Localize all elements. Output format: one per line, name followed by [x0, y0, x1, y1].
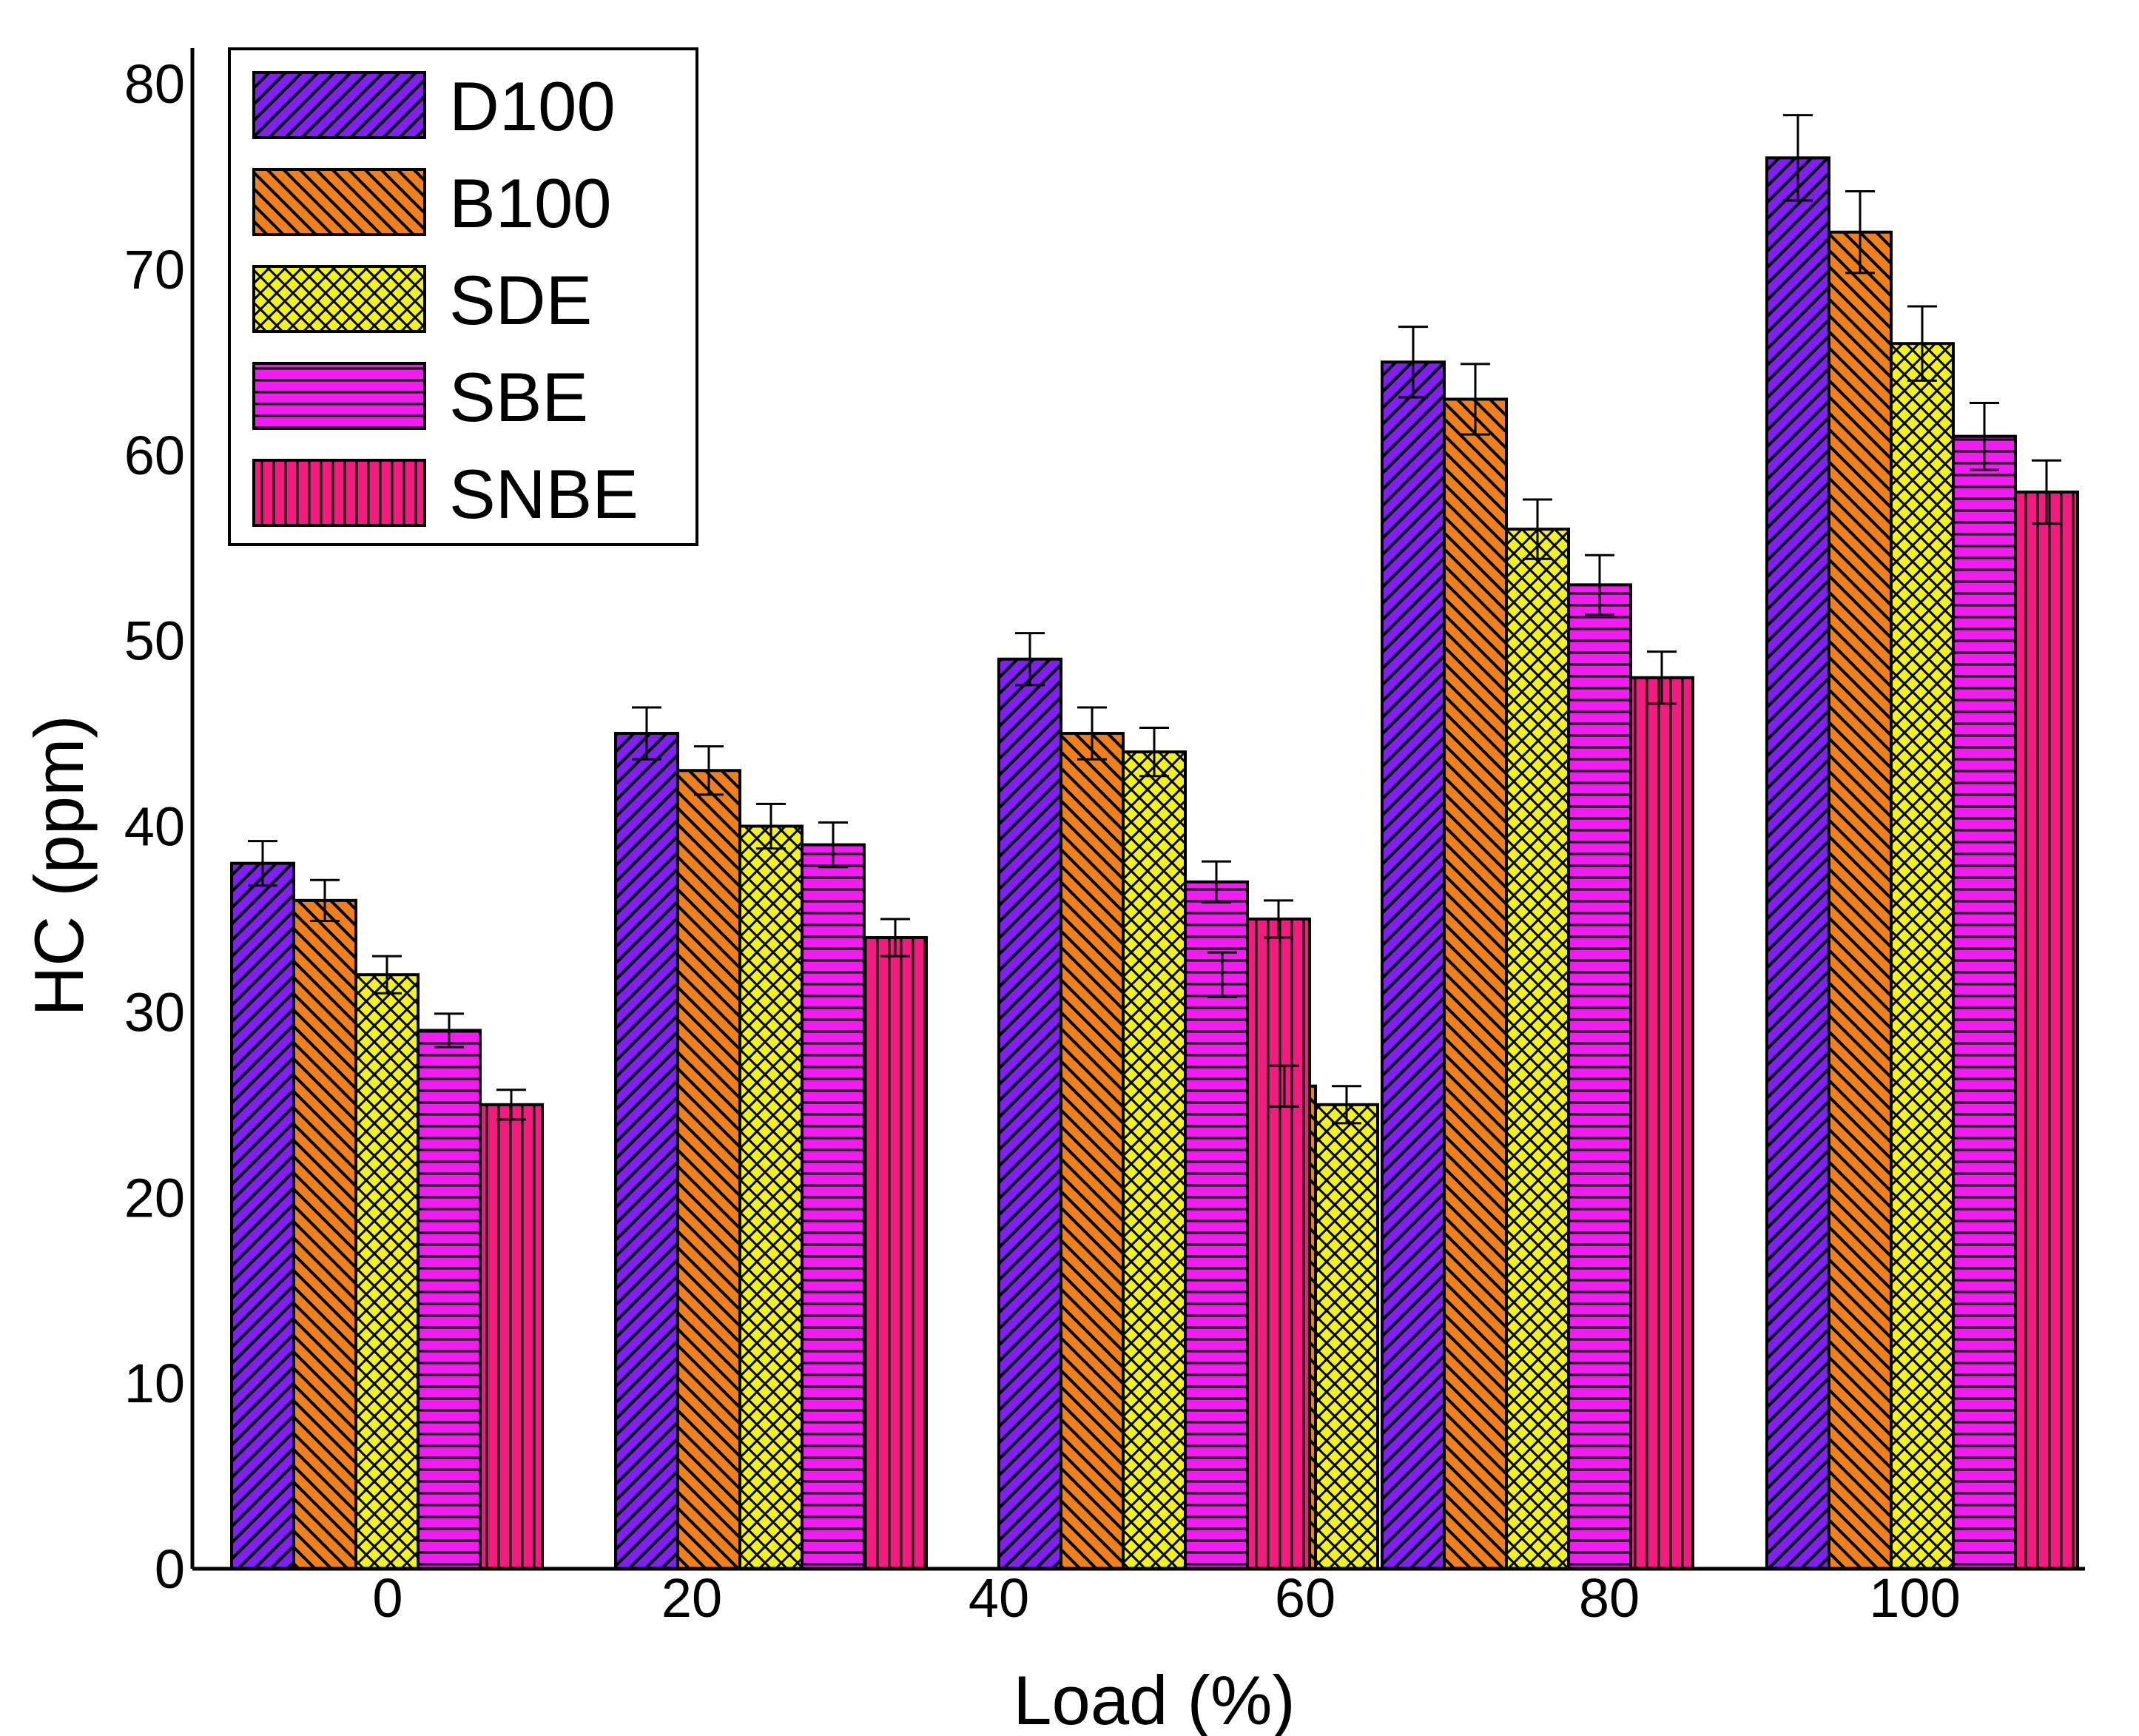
error-bar-snbe-load-80: [1647, 650, 1677, 705]
bar-snbe-load-100: [2014, 490, 2079, 1570]
bar-snbe-load-40: [1246, 917, 1311, 1570]
y-axis-title: HC (ppm): [20, 715, 98, 1016]
bar-snbe-load-0: [479, 1103, 544, 1570]
error-bar-d100-load-100: [1783, 114, 1813, 202]
error-bar-sde-load-20: [756, 802, 786, 850]
x-tick-label-20: 20: [661, 1567, 722, 1629]
error-bar-sbe-load-100: [1970, 402, 1999, 471]
y-tick-label-70: 70: [124, 239, 185, 300]
x-tick-label-80: 80: [1579, 1567, 1640, 1629]
x-tick-labels: 0 20 40 60 80 100: [372, 1567, 1960, 1629]
legend-item-d100: D100: [252, 67, 616, 145]
bar-sde-load-80: [1505, 528, 1570, 1570]
legend-label-sde: SDE: [449, 261, 592, 339]
error-bar-sde-load-40: [1139, 727, 1169, 778]
bar-b100-load-40: [1060, 732, 1125, 1570]
error-bar-snbe-load-20: [880, 918, 910, 958]
error-bar-snbe-load-40: [1264, 899, 1293, 939]
error-bar-b100-load-100: [1845, 190, 1875, 275]
error-bar-d100-load-80: [1398, 326, 1428, 399]
error-bar-b100-load-40: [1077, 706, 1107, 761]
error-bar-sde-load-80: [1523, 498, 1552, 560]
x-tick-label-60: 60: [1275, 1567, 1335, 1629]
bars-layer: [230, 156, 2079, 1571]
legend-label-d100: D100: [449, 67, 616, 145]
bar-sbe-load-20: [801, 843, 866, 1570]
bar-b100-load-0: [292, 898, 357, 1570]
bar-sbe-load-0: [417, 1029, 482, 1570]
error-bar-d100-load-60: [1207, 951, 1237, 998]
y-tick-label-0: 0: [155, 1538, 185, 1600]
bar-sbe-load-100: [1952, 434, 2017, 1570]
y-tick-label-20: 20: [124, 1167, 185, 1228]
error-bar-sde-load-60: [1332, 1085, 1361, 1125]
error-bar-sbe-load-0: [434, 1012, 464, 1049]
bar-b100-load-80: [1443, 397, 1508, 1570]
bar-d100-load-100: [1765, 156, 1830, 1571]
legend: D100 B100 SDE SBE SNBE: [228, 47, 698, 546]
bar-d100-load-0: [230, 861, 295, 1571]
x-tick-label-0: 0: [372, 1567, 402, 1629]
error-bar-d100-load-40: [1015, 632, 1045, 687]
bar-b100-load-20: [676, 769, 741, 1570]
error-bar-b100-load-20: [694, 745, 724, 796]
legend-swatch-sbe: [252, 362, 426, 430]
legend-swatch-b100: [252, 168, 426, 236]
legend-item-sbe: SBE: [252, 358, 588, 436]
x-axis-title: Load (%): [1013, 1661, 1295, 1736]
error-bar-sbe-load-20: [818, 821, 848, 869]
bar-snbe-load-80: [1629, 676, 1694, 1570]
error-bar-snbe-load-100: [2032, 459, 2061, 525]
y-tick-label-10: 10: [124, 1353, 185, 1414]
y-tick-labels: 0 10 20 30 40 50 60 70 80: [124, 53, 185, 1600]
bar-sde-load-40: [1122, 750, 1187, 1570]
legend-label-b100: B100: [449, 164, 612, 242]
y-tick-label-60: 60: [124, 425, 185, 486]
bar-sbe-load-40: [1184, 880, 1249, 1570]
y-tick-label-40: 40: [124, 796, 185, 858]
error-bar-d100-load-20: [632, 706, 661, 761]
error-bar-sbe-load-80: [1585, 554, 1614, 616]
error-bar-sde-load-100: [1907, 305, 1937, 382]
y-tick-label-80: 80: [124, 53, 185, 115]
error-bar-b100-load-80: [1461, 363, 1490, 436]
bar-sbe-load-80: [1567, 583, 1632, 1570]
error-bar-b100-load-0: [310, 878, 340, 922]
error-bar-sde-load-0: [372, 955, 402, 995]
legend-item-sde: SDE: [252, 261, 592, 339]
legend-label-snbe: SNBE: [449, 455, 639, 533]
y-tick-label-50: 50: [124, 610, 185, 672]
error-bars-layer: [248, 114, 2061, 1125]
legend-swatch-d100: [252, 71, 426, 139]
legend-item-b100: B100: [252, 164, 612, 242]
y-tick-label-30: 30: [124, 981, 185, 1043]
legend-item-snbe: SNBE: [252, 455, 639, 533]
bar-d100-load-80: [1381, 360, 1446, 1570]
bar-b100-load-100: [1828, 230, 1893, 1571]
bar-snbe-load-20: [863, 936, 928, 1570]
error-bar-snbe-load-0: [496, 1089, 526, 1121]
bar-sde-load-20: [738, 824, 804, 1570]
error-bar-b100-load-60: [1270, 1064, 1299, 1108]
bar-sde-load-100: [1890, 342, 1955, 1571]
x-tick-label-40: 40: [969, 1567, 1029, 1629]
error-bar-sbe-load-40: [1202, 860, 1231, 904]
bar-sde-load-0: [354, 973, 420, 1570]
legend-swatch-snbe: [252, 459, 426, 527]
bar-sde-load-60: [1314, 1103, 1379, 1570]
x-tick-label-100: 100: [1869, 1567, 1960, 1629]
legend-label-sbe: SBE: [449, 358, 588, 436]
bar-d100-load-40: [997, 657, 1062, 1570]
error-bar-d100-load-0: [248, 840, 277, 887]
legend-swatch-sde: [252, 265, 426, 333]
bar-d100-load-20: [614, 732, 679, 1570]
